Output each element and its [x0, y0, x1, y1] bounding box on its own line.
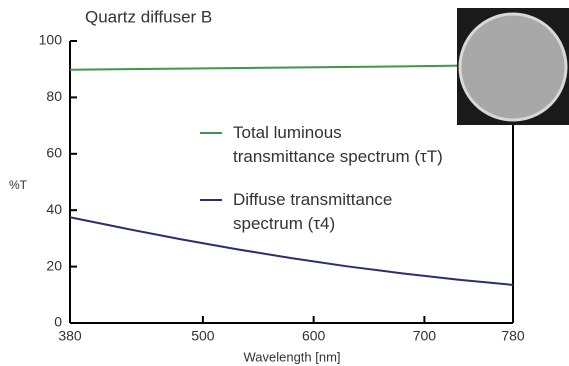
legend-label: Diffuse transmittance spectrum (τ4) — [233, 190, 393, 233]
x-tick-label: 700 — [413, 328, 437, 344]
line-series — [69, 63, 514, 71]
x-tick-label: 780 — [501, 328, 525, 344]
legend-entry: Diffuse transmittance spectrum (τ4) — [233, 188, 392, 236]
photo — [457, 8, 569, 125]
y-tick-label: 20 — [46, 257, 62, 273]
y-tick-label: 0 — [54, 314, 62, 330]
chart-title: Quartz diffuser B — [85, 7, 212, 26]
y-tick-label: 100 — [39, 32, 63, 48]
x-axis-label: Wavelength [nm] — [243, 349, 340, 364]
x-tick-label: 380 — [58, 328, 82, 344]
y-axis-label: %T — [9, 178, 28, 192]
legend-label: Total luminous transmittance spectrum (τT… — [233, 123, 443, 166]
y-tick-label: 80 — [46, 88, 62, 104]
x-tick-label: 500 — [191, 328, 215, 344]
legend-entry: Total luminous transmittance spectrum (τT… — [233, 121, 443, 169]
y-tick-label: 40 — [46, 201, 62, 217]
line-series — [69, 216, 514, 286]
y-tick-label: 60 — [46, 145, 62, 161]
x-tick-label: 600 — [302, 328, 326, 344]
photo-disc — [458, 12, 568, 122]
